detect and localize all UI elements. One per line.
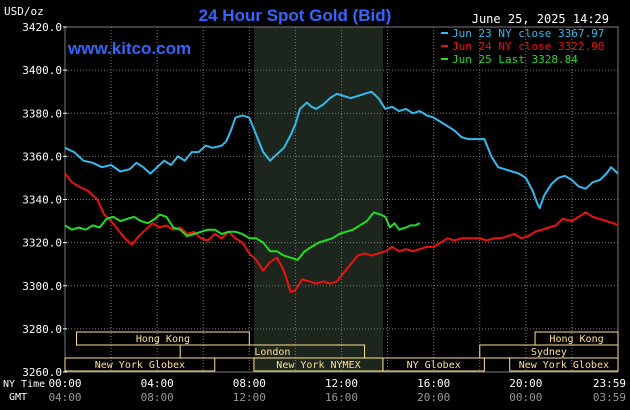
x-axis-ticks: 00:00 04:00 08:00 12:00 16:00 20:00 23:5904:00…	[48, 377, 626, 404]
session-label: New York Globex	[519, 360, 609, 371]
grid	[64, 26, 619, 373]
nymex-session-band	[253, 27, 383, 372]
y-tick-label: 3260.0	[22, 366, 62, 379]
session-label: New York Globex	[95, 360, 185, 371]
session-label: NY Globex	[407, 360, 461, 371]
ny-time-tick: 23:59	[593, 377, 626, 390]
ny-time-label: NY Time	[3, 379, 45, 390]
session-box	[509, 357, 619, 372]
ny-time-tick: 08:00	[233, 377, 266, 390]
y-tick-label: 3300.0	[22, 280, 62, 293]
session-label: Sydney	[531, 347, 567, 358]
ny-time-tick: 20:00	[509, 377, 542, 390]
y-tick-label: 3420.0	[22, 21, 62, 34]
session-label: Hong Kong	[136, 334, 190, 345]
gmt-tick: 03:59	[593, 391, 626, 404]
website-label: www.kitco.com	[67, 39, 191, 58]
gmt-label: GMT	[9, 392, 27, 403]
session-box	[76, 331, 250, 346]
gmt-tick: 12:00	[233, 391, 266, 404]
gmt-tick: 20:00	[417, 391, 450, 404]
legend-entry: Jun 24 NY close 3322.90	[452, 40, 604, 53]
price-series	[64, 90, 619, 294]
timestamp: June 25, 2025 14:29	[472, 12, 609, 26]
nymex-band	[253, 27, 383, 372]
session-box	[64, 357, 216, 372]
price-line	[64, 211, 421, 261]
session-label: New York NYMEX	[276, 360, 360, 371]
y-tick-label: 3280.0	[22, 323, 62, 336]
ny-time-tick: 16:00	[417, 377, 450, 390]
session-box	[382, 357, 485, 372]
gmt-tick: 16:00	[325, 391, 358, 404]
session-label: Hong Kong	[549, 334, 603, 345]
price-line	[64, 90, 619, 210]
gmt-tick: 08:00	[141, 391, 174, 404]
gmt-tick: 04:00	[48, 391, 81, 404]
ny-time-tick: 04:00	[141, 377, 174, 390]
y-tick-label: 3380.0	[22, 107, 62, 120]
ny-time-tick: 12:00	[325, 377, 358, 390]
y-tick-label: 3320.0	[22, 237, 62, 250]
y-tick-label: 3400.0	[22, 64, 62, 77]
ny-time-tick: 00:00	[48, 377, 81, 390]
session-label: London	[254, 347, 290, 358]
y-tick-label: 3360.0	[22, 150, 62, 163]
y-axis-ticks: 3260.0 3280.0 3300.0 3320.0 3340.0 3360.0 3380…	[22, 21, 67, 379]
unit-label: USD/oz	[4, 5, 44, 18]
chart-title: 24 Hour Spot Gold (Bid)	[199, 6, 392, 25]
gmt-tick: 00:00	[509, 391, 542, 404]
y-tick-label: 3340.0	[22, 194, 62, 207]
legend-entry: Jun 25 Last 3328.84	[452, 53, 578, 66]
price-line	[64, 172, 619, 294]
trading-sessions: Hong Kong Hong Kong London Sydney New York G…	[64, 331, 619, 372]
legend-entry: Jun 23 NY close 3367.97	[452, 27, 604, 40]
